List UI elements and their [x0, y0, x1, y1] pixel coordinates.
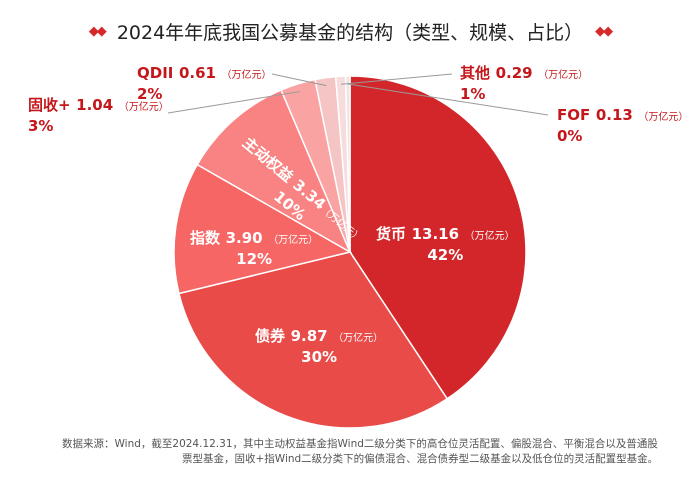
- title-row: ◆◆ 2024年年底我国公募基金的结构（类型、规模、占比） ◆◆: [0, 18, 700, 44]
- chart-title: 2024年年底我国公募基金的结构（类型、规模、占比）: [116, 21, 584, 44]
- label-other: 其他 0.29 （万亿元） 1%: [460, 64, 589, 103]
- source-line-2: 票型基金，固收+指Wind二级分类下的偏债混合、混合债券型二级基金以及低仓位的灵…: [182, 453, 659, 465]
- leader-line-4: [167, 91, 301, 114]
- leader-line-7: [347, 83, 549, 116]
- source-line-1: 数据来源：Wind，截至2024.12.31，其中主动权益基金指Wind二级分类…: [62, 438, 658, 450]
- label-fixed-income-plus: 固收+ 1.04 （万亿元） 3%: [28, 96, 169, 135]
- label-fof: FOF 0.13 （万亿元） 0%: [557, 106, 689, 145]
- pie-slice-2: [173, 163, 353, 295]
- title-decoration-right: ◆◆: [595, 23, 613, 39]
- pie-slice-7: [344, 75, 351, 253]
- data-source-note: 数据来源：Wind，截至2024.12.31，其中主动权益基金指Wind二级分类…: [62, 437, 682, 467]
- label-bond: 债券 9.87 （万亿元） 30%: [255, 327, 384, 366]
- title-decoration-left: ◆◆: [88, 23, 107, 39]
- label-money: 货币 13.16 （万亿元） 42%: [376, 225, 515, 264]
- pie-slice-1: [178, 251, 449, 429]
- leader-line-6: [340, 73, 453, 85]
- pie-slice-3: [196, 89, 352, 254]
- leader-line-5: [271, 73, 327, 87]
- label-qdii: QDII 0.61 （万亿元） 2%: [137, 64, 272, 103]
- label-index: 指数 3.90 （万亿元） 12%: [190, 229, 319, 268]
